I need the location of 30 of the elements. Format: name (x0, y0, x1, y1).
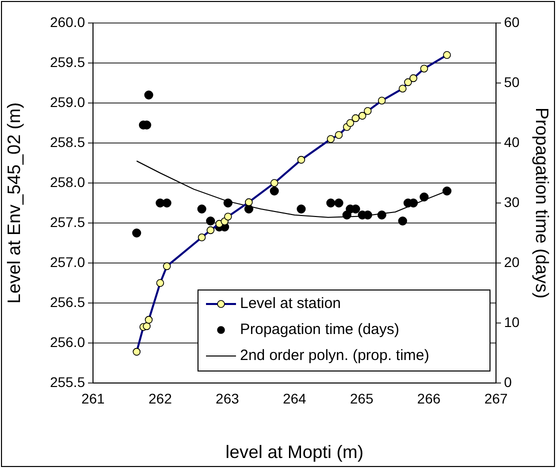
legend-label: Propagation time (days) (240, 321, 400, 338)
x-tick-label: 261 (81, 390, 105, 406)
y-tick-label: 255.5 (50, 374, 86, 390)
y-axis-title: Level at Env_545_02 (m) (4, 102, 24, 304)
x-tick-label: 267 (484, 390, 508, 406)
y2-tick-label: 50 (504, 74, 520, 90)
x-tick-label: 262 (148, 390, 172, 406)
y-tick-label: 260.0 (50, 14, 86, 30)
y-tick-label: 259.0 (50, 94, 86, 110)
y-tick-label: 257.5 (50, 214, 86, 230)
x-tick-label: 265 (350, 390, 374, 406)
y2-tick-label: 60 (504, 14, 520, 30)
y-tick-label: 257.0 (50, 254, 86, 270)
y2-tick-label: 0 (504, 374, 512, 390)
x-tick-label: 263 (216, 390, 240, 406)
legend-label: Level at station (240, 295, 341, 312)
x-tick-label: 266 (417, 390, 441, 406)
x-axis-title: level at Mopti (m) (225, 442, 364, 462)
y2-tick-label: 20 (504, 254, 520, 270)
y-tick-label: 259.5 (50, 54, 86, 70)
y-tick-label: 256.0 (50, 334, 86, 350)
y2-tick-label: 40 (504, 134, 520, 150)
y-tick-label: 258.5 (50, 134, 86, 150)
y-tick-label: 256.5 (50, 294, 86, 310)
y2-tick-label: 10 (504, 314, 520, 330)
y-tick-label: 258.0 (50, 174, 86, 190)
y2-tick-label: 30 (504, 194, 520, 210)
y2-axis-title: Propagation time (days) (532, 107, 552, 299)
x-tick-label: 264 (282, 390, 306, 406)
legend-label: 2nd order polyn. (prop. time) (240, 347, 430, 364)
